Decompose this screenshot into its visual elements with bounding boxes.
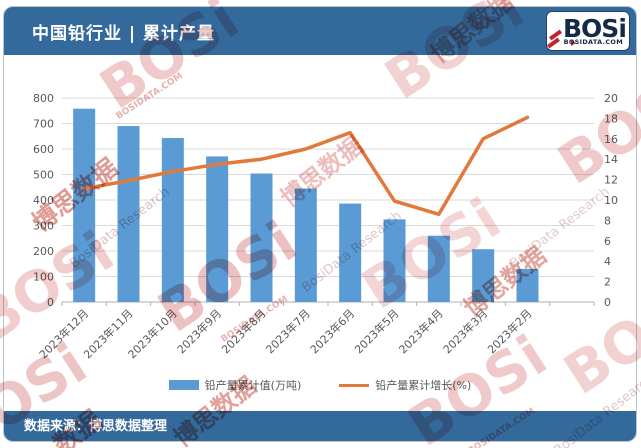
x-axis-label-group: 2023年8月 (218, 306, 268, 356)
x-axis-label: 2023年7月 (263, 306, 313, 356)
right-axis-tick-label: 0 (604, 296, 611, 309)
right-axis-tick-label: 16 (604, 133, 618, 146)
bar (206, 156, 229, 302)
left-axis-tick-label: 400 (33, 194, 54, 207)
trend-line (82, 115, 530, 217)
x-axis-label: 2023年9月 (174, 306, 224, 356)
right-axis-tick-label: 18 (604, 112, 618, 125)
right-axis-tick-label: 8 (604, 214, 611, 227)
left-axis-tick-label: 600 (33, 143, 54, 156)
bar (161, 138, 184, 302)
data-source-text: 数据来源：博思数据整理 (24, 419, 168, 434)
bar (516, 268, 539, 302)
right-axis-tick-label: 12 (604, 174, 618, 187)
x-axis-label: 2023年4月 (396, 306, 446, 356)
bar (339, 203, 362, 302)
left-axis-tick-label: 700 (33, 118, 54, 131)
left-axis-tick-label: 0 (47, 296, 54, 309)
right-axis-tick-label: 14 (604, 153, 618, 166)
x-axis-label-group: 2023年7月 (263, 306, 313, 356)
bar (383, 219, 406, 302)
x-axis-label: 2023年2月 (484, 306, 534, 356)
left-axis-tick-label: 100 (33, 271, 54, 284)
logo-slash-icon (547, 37, 560, 49)
bar-series-swatch (168, 380, 199, 390)
page-title: 中国铅行业 | 累计产量 (32, 23, 216, 44)
x-axis-label: 2023年6月 (307, 306, 357, 356)
bar (117, 126, 140, 302)
x-axis-label-group: 2023年5月 (351, 306, 401, 356)
legend-label: 铅产量累计值(万吨) (204, 379, 302, 392)
chart-area: 0 100 200 300 400 500 600 700 800 0 2 4 6 8 10 12 14 16 18… (4, 55, 636, 411)
line-series-swatch (339, 383, 370, 387)
bar (427, 235, 450, 302)
logo-site-text: BOSIDATA.COM (563, 38, 623, 46)
chart-legend: 铅产量累计值(万吨) 铅产量累计增长(%) (4, 375, 636, 395)
bar (73, 108, 96, 303)
x-axis-label-group: 2023年2月 (484, 306, 534, 356)
x-axis-label: 2023年8月 (218, 306, 268, 356)
logo-wordmark: BOSi (563, 14, 627, 43)
footer-banner: 数据来源：博思数据整理 (4, 411, 636, 441)
bar (294, 188, 317, 302)
bar (250, 173, 273, 302)
x-axis-label-group: 2023年4月 (396, 306, 446, 356)
right-axis-tick-label: 2 (604, 276, 611, 289)
x-axis-label-group: 2023年3月 (440, 306, 490, 356)
x-axis-label: 2023年3月 (440, 306, 490, 356)
left-axis-tick-label: 800 (33, 92, 54, 105)
bosi-logo: BOSi BOSIDATA.COM (546, 11, 630, 51)
left-axis-tick-label: 200 (33, 245, 54, 258)
header-banner: 中国铅行业 | 累计产量 BOSi BOSIDATA.COM (4, 7, 636, 55)
right-axis-tick-label: 4 (604, 255, 611, 268)
x-axis-label-group: 2023年6月 (307, 306, 357, 356)
left-axis-tick-label: 500 (33, 169, 54, 182)
legend-item-line: 铅产量累计增长(%) (339, 377, 471, 393)
right-axis-tick-label: 20 (604, 92, 618, 105)
legend-item-bars: 铅产量累计值(万吨) (168, 377, 302, 393)
right-axis-tick-label: 10 (604, 194, 618, 207)
x-axis-label-group: 2023年9月 (174, 306, 224, 356)
bar (472, 249, 495, 302)
report-card: 中国铅行业 | 累计产量 BOSi BOSIDATA.COM 0 100 200 30… (3, 6, 637, 442)
right-axis-tick-label: 6 (604, 235, 611, 248)
logo-triangle-icon (571, 40, 576, 46)
x-axis-label: 2023年5月 (351, 306, 401, 356)
chart-canvas: 0 100 200 300 400 500 600 700 800 0 2 4 6 8 10 12 14 16 18… (33, 92, 618, 361)
legend-label: 铅产量累计增长(%) (375, 379, 472, 392)
left-axis-tick-label: 300 (33, 220, 54, 233)
